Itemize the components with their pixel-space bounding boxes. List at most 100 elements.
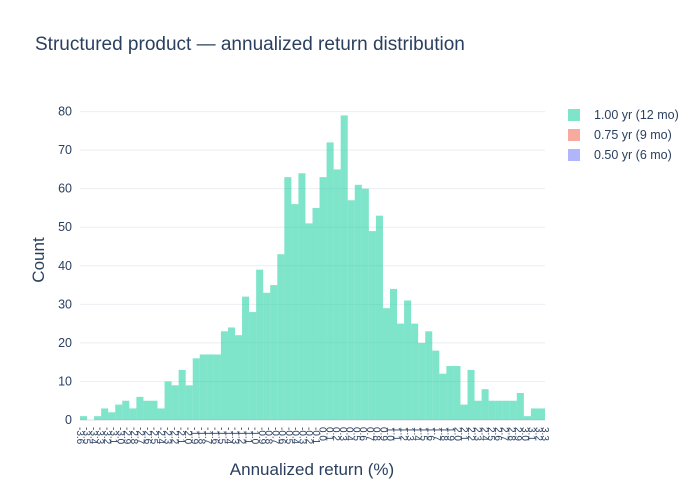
y-tick-label: 70 bbox=[58, 143, 72, 157]
histogram-bar bbox=[256, 269, 264, 420]
x-tick-label: 2.4 bbox=[478, 427, 489, 441]
x-tick-label: 3.2 bbox=[532, 427, 543, 441]
histogram-bar bbox=[319, 177, 327, 420]
x-tick-label: -1.2 bbox=[236, 427, 247, 445]
legend[interactable]: 1.00 yr (12 mo) 0.75 yr (9 mo) 0.50 yr (6 … bbox=[568, 108, 679, 162]
histogram-bar bbox=[277, 254, 285, 420]
x-tick-label: -1.3 bbox=[229, 427, 240, 445]
histogram-bar bbox=[157, 408, 165, 420]
histogram-bar bbox=[115, 404, 123, 420]
x-tick-label: 2.5 bbox=[485, 427, 496, 441]
histogram-bar bbox=[249, 312, 257, 420]
y-tick-label: 40 bbox=[58, 259, 72, 273]
histogram-bar bbox=[263, 292, 271, 420]
x-tick-label: -1.6 bbox=[209, 427, 220, 445]
legend-item[interactable]: 0.50 yr (6 mo) bbox=[568, 148, 672, 162]
histogram-bar bbox=[368, 231, 376, 420]
x-tick-label: -2.1 bbox=[175, 427, 186, 445]
x-tick-label: -3.5 bbox=[81, 427, 92, 445]
bars-layer bbox=[80, 115, 545, 420]
x-tick-label: 0.2 bbox=[330, 427, 341, 441]
x-tick-label: 0.5 bbox=[350, 427, 361, 441]
x-tick-label: 1.4 bbox=[411, 427, 422, 441]
legend-label: 0.50 yr (6 mo) bbox=[594, 148, 672, 162]
histogram-bar bbox=[481, 389, 489, 420]
histogram-bar bbox=[460, 404, 468, 420]
histogram-bar bbox=[108, 412, 116, 420]
x-tick-label: -2.9 bbox=[121, 427, 132, 445]
histogram-bar bbox=[298, 173, 306, 420]
histogram-bar bbox=[446, 366, 454, 420]
histogram-bar bbox=[143, 400, 151, 420]
x-tick-label: 1.5 bbox=[418, 427, 429, 441]
x-tick-label: -0.4 bbox=[290, 427, 301, 445]
x-tick-label: 0.3 bbox=[337, 427, 348, 441]
x-tick-label: 2.1 bbox=[458, 427, 469, 441]
histogram-bar bbox=[150, 400, 158, 420]
y-tick-label: 60 bbox=[58, 182, 72, 196]
x-tick-label: 2.6 bbox=[492, 427, 503, 441]
x-tick-label: 2.3 bbox=[472, 427, 483, 441]
x-axis: -3.6-3.5-3.4-3.3-3.2-3.1-3.0-2.9-2.8-2.7… bbox=[74, 427, 550, 445]
x-tick-label: -0.9 bbox=[256, 427, 267, 445]
x-tick-label: -0.1 bbox=[310, 427, 321, 445]
histogram-bar bbox=[354, 184, 362, 420]
x-tick-label: 1.1 bbox=[391, 427, 402, 441]
histogram-bar bbox=[305, 223, 313, 420]
histogram-bar bbox=[122, 400, 130, 420]
x-tick-label: -2.4 bbox=[155, 427, 166, 445]
x-tick-label: -2.6 bbox=[141, 427, 152, 445]
x-tick-label: 1.6 bbox=[424, 427, 435, 441]
x-tick-label: -3.0 bbox=[114, 427, 125, 445]
x-tick-label: 3.3 bbox=[539, 427, 550, 441]
histogram-bar bbox=[390, 288, 398, 420]
x-tick-label: -3.2 bbox=[101, 427, 112, 445]
x-tick-label: 1.2 bbox=[397, 427, 408, 441]
x-tick-label: 2.2 bbox=[465, 427, 476, 441]
histogram-bar bbox=[206, 354, 214, 420]
histogram-bar bbox=[467, 369, 475, 420]
histogram-bar bbox=[411, 323, 419, 420]
x-tick-label: 0.8 bbox=[371, 427, 382, 441]
histogram-bar bbox=[474, 400, 482, 420]
histogram-bar bbox=[312, 207, 320, 420]
histogram-bar bbox=[347, 200, 355, 420]
x-tick-label: -1.5 bbox=[216, 427, 227, 445]
x-tick-label: -2.5 bbox=[148, 427, 159, 445]
x-tick-label: -1.4 bbox=[222, 427, 233, 445]
histogram-bar bbox=[453, 366, 461, 420]
legend-item[interactable]: 1.00 yr (12 mo) bbox=[568, 108, 679, 122]
histogram-bar bbox=[502, 400, 510, 420]
histogram-bar bbox=[164, 381, 172, 420]
x-tick-label: 0.0 bbox=[317, 427, 328, 441]
y-tick-label: 80 bbox=[58, 105, 72, 119]
x-tick-label: -0.5 bbox=[283, 427, 294, 445]
histogram-bar bbox=[94, 416, 102, 420]
histogram-bar bbox=[516, 393, 524, 420]
histogram-bar bbox=[530, 408, 538, 420]
legend-item[interactable]: 0.75 yr (9 mo) bbox=[568, 128, 672, 142]
histogram-bar bbox=[220, 331, 228, 420]
x-tick-label: 1.9 bbox=[445, 427, 456, 441]
x-tick-label: 2.8 bbox=[505, 427, 516, 441]
x-tick-label: 0.9 bbox=[377, 427, 388, 441]
histogram-bar bbox=[291, 204, 299, 420]
histogram-bar bbox=[101, 408, 109, 420]
x-tick-label: -1.0 bbox=[249, 427, 260, 445]
x-tick-label: 3.0 bbox=[519, 427, 530, 441]
histogram-bar bbox=[488, 400, 496, 420]
histogram-bar bbox=[495, 400, 503, 420]
x-tick-label: 1.7 bbox=[431, 427, 442, 441]
y-axis-title: Count bbox=[29, 237, 48, 283]
histogram-bar bbox=[136, 396, 144, 420]
histogram-bar bbox=[178, 369, 186, 420]
x-tick-label: -2.7 bbox=[135, 427, 146, 445]
histogram-bar bbox=[404, 300, 412, 420]
y-tick-label: 20 bbox=[58, 336, 72, 350]
x-tick-label: -2.0 bbox=[182, 427, 193, 445]
histogram-bar bbox=[326, 142, 334, 420]
histogram-bar bbox=[418, 342, 426, 420]
legend-swatch bbox=[568, 129, 580, 141]
x-tick-label: -0.8 bbox=[263, 427, 274, 445]
